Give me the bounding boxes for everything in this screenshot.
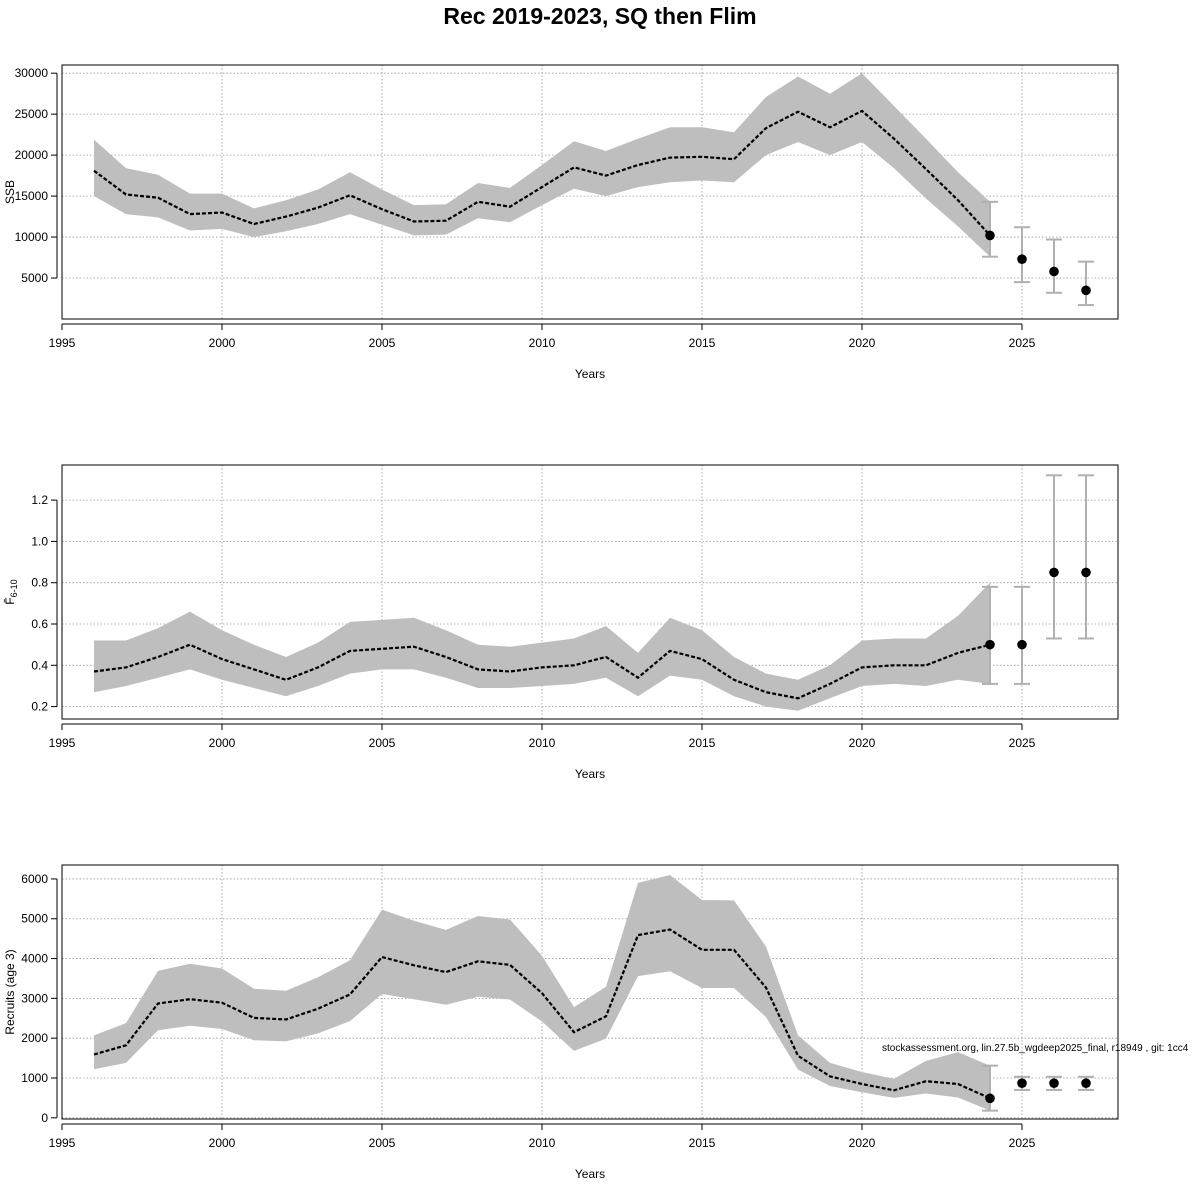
y-tick-label: 5000 xyxy=(21,271,48,285)
y-tick-label: 4000 xyxy=(21,952,48,966)
forecast-point xyxy=(1049,567,1059,578)
figure-title: Rec 2019-2023, SQ then Flim xyxy=(443,3,756,29)
ssb-panel: 1995 2000 2005 2010 2015 2020 2025 Years 5000 100… xyxy=(3,64,1119,381)
y-tick-label: 30000 xyxy=(15,66,49,80)
x-tick-label: 2015 xyxy=(689,736,716,750)
y-tick-label: 15000 xyxy=(15,189,49,203)
y-tick-label: 1.0 xyxy=(31,534,48,548)
forecast-point xyxy=(1081,1078,1091,1088)
y-tick-label: 0.2 xyxy=(31,700,48,714)
x-tick-label: 1995 xyxy=(49,736,76,750)
forecast-point xyxy=(1017,254,1027,264)
x-axis-label: Years xyxy=(575,767,605,781)
x-tick-label: 2010 xyxy=(529,336,556,350)
forecast-point xyxy=(1017,639,1027,650)
y-tick-label: 0.4 xyxy=(31,658,48,672)
y-tick-label: 3000 xyxy=(21,991,48,1005)
x-tick-label: 2010 xyxy=(529,1136,556,1150)
y-tick-label: 1000 xyxy=(21,1071,48,1085)
y-tick-label: 0.8 xyxy=(31,576,48,590)
plot-frame xyxy=(61,464,1119,720)
x-tick-label: 2020 xyxy=(849,736,876,750)
x-tick-label: 2000 xyxy=(209,336,236,350)
estimate-line xyxy=(93,643,991,700)
x-axis-label: Years xyxy=(575,367,605,381)
x-tick-label: 2010 xyxy=(529,736,556,750)
forecast-point xyxy=(1017,1078,1027,1088)
x-tick-label: 2025 xyxy=(1009,336,1036,350)
x-tick-label: 2005 xyxy=(369,336,396,350)
x-axis-label: Years xyxy=(575,1167,605,1181)
y-tick-label: 0.6 xyxy=(31,617,48,631)
forecast-point xyxy=(985,639,995,650)
plot-frame xyxy=(61,64,1119,320)
forecast-point xyxy=(1081,567,1091,578)
x-tick-label: 2015 xyxy=(689,1136,716,1150)
x-tick-label: 1995 xyxy=(49,1136,76,1150)
y-tick-label: 0 xyxy=(41,1111,48,1125)
x-tick-label: 2025 xyxy=(1009,736,1036,750)
confidence-band xyxy=(94,582,990,711)
x-tick-label: 2000 xyxy=(209,1136,236,1150)
x-tick-label: 2025 xyxy=(1009,1136,1036,1150)
x-tick-label: 2020 xyxy=(849,336,876,350)
y-axis-label: Recruits (age 3) xyxy=(3,949,17,1034)
y-tick-label: 25000 xyxy=(15,107,49,121)
fishing-mortality-panel: 1995 2000 2005 2010 2015 2020 2025 Years 0.2 0.4 0… xyxy=(3,464,1119,781)
forecast-point xyxy=(1081,285,1091,296)
forecast-point xyxy=(1049,266,1059,277)
estimate-line xyxy=(93,928,991,1100)
y-tick-label: 20000 xyxy=(15,148,49,162)
forecast-point xyxy=(1049,1078,1059,1088)
y-axis-label: SSB xyxy=(3,180,17,204)
estimate-line xyxy=(93,109,991,237)
forecast-point xyxy=(985,1093,995,1104)
x-tick-label: 2020 xyxy=(849,1136,876,1150)
forecast-point xyxy=(985,230,995,241)
y-tick-label: 2000 xyxy=(21,1031,48,1045)
plot-frame xyxy=(61,864,1119,1120)
y-tick-label: 5000 xyxy=(21,912,48,926)
y-axis-label: F̄6-10 xyxy=(3,579,19,604)
x-tick-label: 2005 xyxy=(369,736,396,750)
x-tick-label: 2015 xyxy=(689,336,716,350)
y-tick-label: 1.2 xyxy=(31,493,48,507)
y-tick-label: 6000 xyxy=(21,872,48,886)
recruits-panel: 1995 2000 2005 2010 2015 2020 2025 Years 0 1000 20… xyxy=(3,864,1119,1181)
x-tick-label: 2005 xyxy=(369,1136,396,1150)
confidence-band xyxy=(94,73,990,257)
source-footnote: stockassessment.org, lin.27.5b_wgdeep202… xyxy=(882,1043,1189,1054)
x-tick-label: 2000 xyxy=(209,736,236,750)
y-tick-label: 10000 xyxy=(15,230,49,244)
x-tick-label: 1995 xyxy=(49,336,76,350)
